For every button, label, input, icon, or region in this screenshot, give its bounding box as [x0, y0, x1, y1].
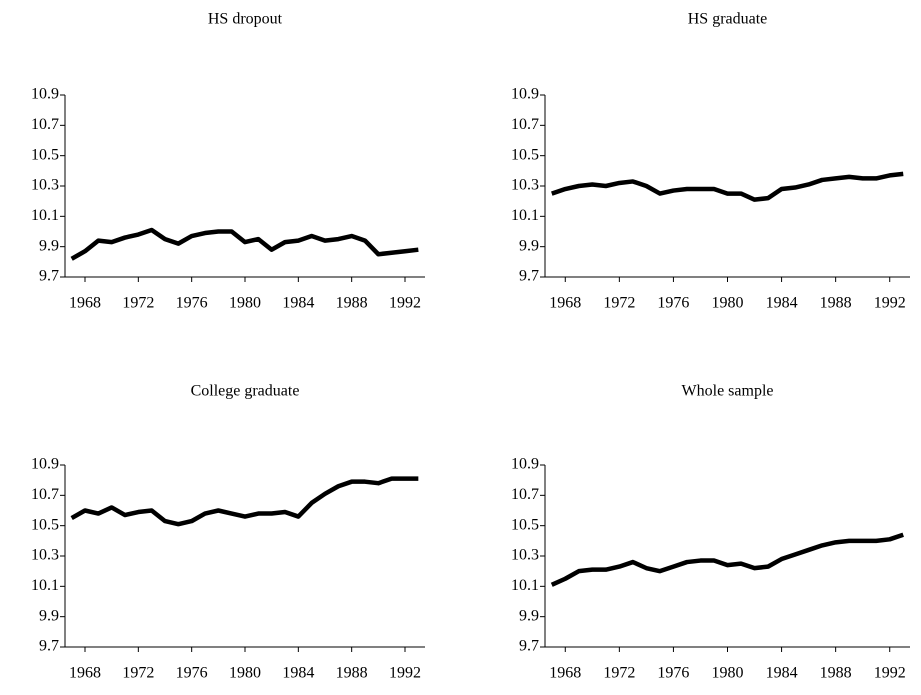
x-tick-label: 1976 [176, 295, 208, 312]
panel-title: Whole sample [682, 383, 774, 400]
y-tick-label: 9.9 [519, 607, 539, 624]
x-tick-label: 1992 [389, 665, 421, 682]
x-tick-label: 1988 [820, 665, 852, 682]
panel-title: HS dropout [208, 11, 283, 28]
panel: College graduate 9.7 9.9 10.1 10.3 10.5 10.7 10… [31, 383, 425, 682]
data-line [70, 227, 419, 261]
x-tick-label: 1988 [336, 295, 368, 312]
y-tick-label: 10.3 [31, 547, 59, 564]
y-tick-label: 10.1 [511, 577, 539, 594]
x-tick-label: 1984 [282, 295, 314, 312]
y-tick-label: 10.9 [511, 86, 539, 103]
x-tick-label: 1984 [282, 665, 314, 682]
x-tick-label: 1972 [603, 295, 635, 312]
data-line [550, 532, 904, 587]
panel-title: College graduate [191, 383, 300, 400]
y-tick-label: 10.1 [31, 577, 59, 594]
y-tick-label: 10.5 [511, 146, 539, 163]
x-tick-label: 1980 [229, 665, 261, 682]
y-tick-label: 9.7 [39, 638, 59, 655]
y-tick-label: 9.9 [519, 237, 539, 254]
y-tick-label: 10.5 [511, 516, 539, 533]
y-tick-label: 10.1 [511, 207, 539, 224]
data-line [551, 171, 904, 202]
y-tick-label: 10.7 [31, 486, 59, 503]
x-tick-label: 1984 [766, 295, 798, 312]
x-tick-label: 1980 [229, 295, 261, 312]
y-tick-label: 10.9 [31, 86, 59, 103]
x-tick-label: 1992 [874, 295, 906, 312]
y-tick-label: 9.7 [39, 268, 59, 285]
x-tick-label: 1968 [69, 665, 101, 682]
x-tick-label: 1972 [122, 295, 154, 312]
y-tick-label: 10.1 [31, 207, 59, 224]
x-tick-label: 1988 [820, 295, 852, 312]
x-tick-label: 1968 [549, 295, 581, 312]
x-tick-label: 1992 [874, 665, 906, 682]
x-tick-label: 1976 [657, 665, 689, 682]
panel-title: HS graduate [688, 11, 768, 28]
x-tick-label: 1976 [657, 295, 689, 312]
data-line [70, 476, 419, 527]
y-tick-label: 10.3 [511, 177, 539, 194]
panel: HS dropout 9.7 9.9 10.1 10.3 10.5 10.7 10.9 1968… [31, 11, 425, 312]
y-tick-label: 10.7 [511, 486, 539, 503]
x-tick-label: 1972 [122, 665, 154, 682]
y-tick-label: 10.9 [511, 456, 539, 473]
x-tick-label: 1976 [176, 665, 208, 682]
y-tick-label: 10.7 [31, 116, 59, 133]
x-tick-label: 1968 [69, 295, 101, 312]
y-tick-label: 9.9 [39, 237, 59, 254]
y-tick-label: 10.3 [511, 547, 539, 564]
x-tick-label: 1980 [712, 665, 744, 682]
x-tick-label: 1968 [549, 665, 581, 682]
panel: Whole sample 9.7 9.9 10.1 10.3 10.5 10.7 10.9 19… [511, 383, 910, 682]
x-tick-label: 1988 [336, 665, 368, 682]
y-tick-label: 10.7 [511, 116, 539, 133]
y-tick-label: 9.9 [39, 607, 59, 624]
x-tick-label: 1972 [603, 665, 635, 682]
y-tick-label: 10.9 [31, 456, 59, 473]
x-tick-label: 1980 [712, 295, 744, 312]
y-tick-label: 9.7 [519, 638, 539, 655]
panel: HS graduate 9.7 9.9 10.1 10.3 10.5 10.7 10.9 196… [511, 11, 910, 312]
y-tick-label: 9.7 [519, 268, 539, 285]
y-tick-label: 10.5 [31, 146, 59, 163]
x-tick-label: 1992 [389, 295, 421, 312]
x-tick-label: 1984 [766, 665, 798, 682]
y-tick-label: 10.5 [31, 516, 59, 533]
y-tick-label: 10.3 [31, 177, 59, 194]
